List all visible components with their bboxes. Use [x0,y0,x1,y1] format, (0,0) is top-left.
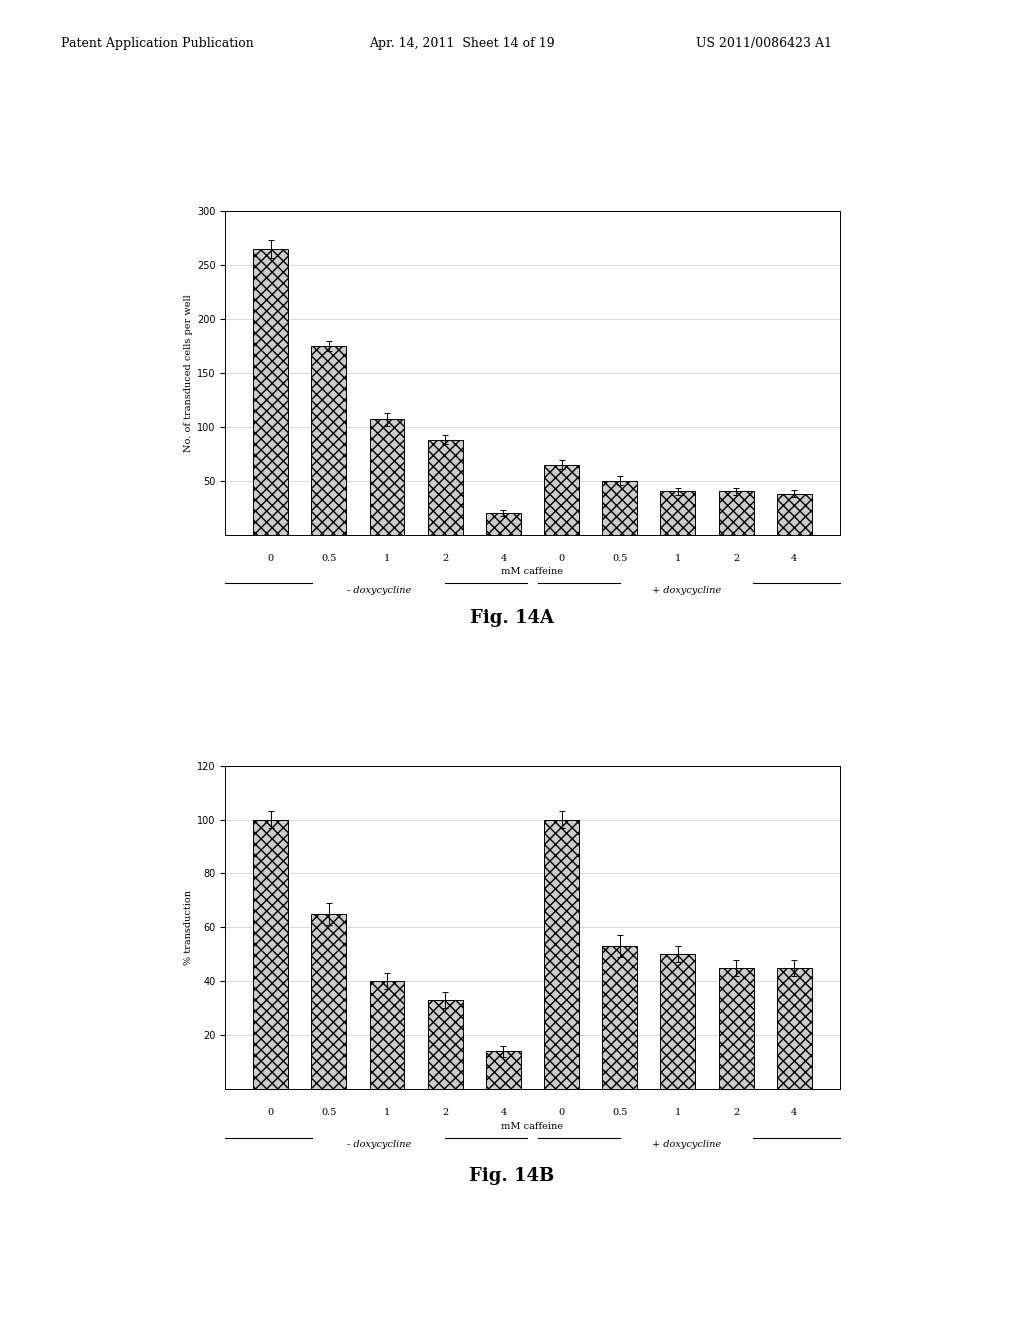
Text: 2: 2 [442,554,449,564]
Bar [660,954,695,1089]
Text: - doxycycline: - doxycycline [347,586,411,595]
Text: US 2011/0086423 A1: US 2011/0086423 A1 [696,37,833,50]
Bar [719,968,754,1089]
Bar [428,440,463,535]
Bar [253,249,288,535]
Bar [602,946,637,1089]
Bar [253,820,288,1089]
Text: 0.5: 0.5 [612,554,628,564]
Text: 0.5: 0.5 [322,554,337,564]
Text: 0: 0 [267,1109,273,1118]
Text: mM caffeine: mM caffeine [502,1122,563,1131]
Text: 4: 4 [792,554,798,564]
Text: 4: 4 [501,554,507,564]
Text: 2: 2 [442,1109,449,1118]
Bar [428,1001,463,1089]
Bar [777,494,812,535]
Text: mM caffeine: mM caffeine [502,568,563,577]
Bar [486,513,521,535]
Text: 0.5: 0.5 [322,1109,337,1118]
Bar [486,1051,521,1089]
Text: - doxycycline: - doxycycline [347,1140,411,1150]
Text: 1: 1 [675,1109,681,1118]
Bar [544,820,579,1089]
Text: Apr. 14, 2011  Sheet 14 of 19: Apr. 14, 2011 Sheet 14 of 19 [369,37,554,50]
Bar [602,480,637,535]
Bar [660,491,695,535]
Text: 1: 1 [675,554,681,564]
Bar [777,968,812,1089]
Bar [370,981,404,1089]
Text: 0: 0 [558,1109,564,1118]
Bar [311,346,346,535]
Y-axis label: No. of transduced cells per well: No. of transduced cells per well [183,294,193,451]
Bar [311,913,346,1089]
Text: 4: 4 [792,1109,798,1118]
Bar [370,420,404,535]
Text: + doxycycline: + doxycycline [651,1140,721,1150]
Text: Fig. 14B: Fig. 14B [469,1167,555,1185]
Text: + doxycycline: + doxycycline [651,586,721,595]
Text: 0.5: 0.5 [612,1109,628,1118]
Text: 4: 4 [501,1109,507,1118]
Text: 2: 2 [733,1109,739,1118]
Text: 1: 1 [384,554,390,564]
Text: Fig. 14A: Fig. 14A [470,609,554,627]
Bar [544,465,579,535]
Bar [719,491,754,535]
Text: 0: 0 [267,554,273,564]
Y-axis label: % transduction: % transduction [184,890,193,965]
Text: 0: 0 [558,554,564,564]
Text: Patent Application Publication: Patent Application Publication [61,37,254,50]
Text: 2: 2 [733,554,739,564]
Text: 1: 1 [384,1109,390,1118]
